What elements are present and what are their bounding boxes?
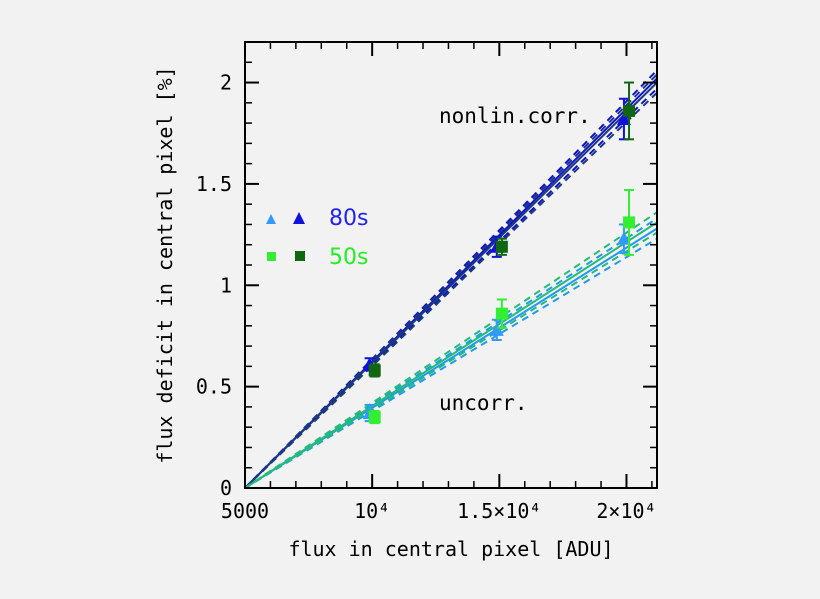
data-points (362, 81, 636, 425)
fit-line-10 (245, 211, 657, 488)
y-tick-label-3: 1.5 (196, 172, 232, 196)
y-tick-label-4: 2 (220, 71, 232, 95)
annotation-uncorr: uncorr. (439, 391, 528, 415)
legend-marker-80s-corr (293, 212, 305, 224)
legend-label-50s: 50s (329, 245, 368, 270)
marker-square (495, 307, 508, 320)
y-axis-label: flux deficit in central pixel [%] (153, 66, 177, 463)
point-3-0 (368, 409, 381, 425)
marker-square (623, 104, 636, 117)
point-2-1 (489, 318, 504, 342)
fit-line-8 (245, 237, 657, 488)
legend-marker-80s-uncorr (266, 214, 276, 224)
plot-area (245, 69, 657, 488)
marker-square (368, 411, 381, 424)
fit-lines (245, 69, 657, 488)
point-1-2 (623, 81, 636, 141)
point-3-1 (495, 298, 508, 329)
plot-frame (244, 41, 658, 489)
point-1-0 (368, 363, 381, 378)
fit-line-9 (245, 221, 657, 488)
x-tick-label-0: 5000 (221, 499, 269, 523)
marker-triangle (489, 322, 504, 336)
y-tick-label-1: 0.5 (196, 375, 232, 399)
point-3-2 (623, 188, 636, 256)
fit-line-11 (245, 231, 657, 488)
point-1-1 (495, 237, 508, 256)
x-tick-label-1: 10⁴ (354, 499, 390, 523)
y-tick-label-2: 1 (220, 273, 232, 297)
tick-labels: 5000 10⁴ 1.5×10⁴ 2×10⁴ 0 0.5 1 1.5 2 (196, 71, 657, 523)
marker-triangle (616, 231, 631, 245)
marker-triangle (616, 112, 631, 126)
marker-square (368, 364, 381, 377)
legend-label-80s: 80s (329, 206, 368, 231)
annotation-nonlin-corr: nonlin.corr. (439, 104, 591, 128)
marker-square (623, 216, 636, 229)
marker-square (495, 240, 508, 253)
legend: 80s 50s (266, 206, 368, 270)
y-tick-label-0: 0 (220, 476, 232, 500)
legend-marker-50s-corr (295, 251, 305, 261)
legend-marker-50s-uncorr (267, 252, 276, 261)
x-tick-label-3: 2×10⁴ (596, 499, 656, 523)
x-tick-label-2: 1.5×10⁴ (457, 499, 541, 523)
fit-line-4 (245, 73, 657, 488)
x-axis-label: flux in central pixel [ADU] (288, 537, 613, 561)
fit-line-7 (245, 217, 657, 488)
